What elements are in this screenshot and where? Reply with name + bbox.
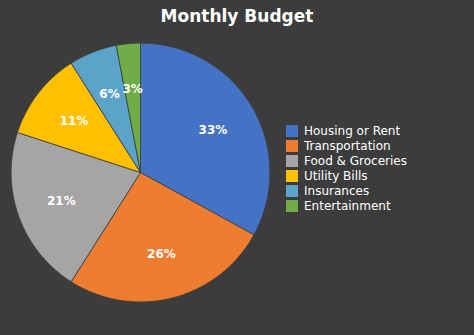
html-text:Insurances: Insurances — [304, 184, 370, 198]
svg-text:21%: 21% — [47, 194, 76, 208]
svg-text:3%: 3% — [122, 82, 142, 96]
html-text:Entertainment: Entertainment — [304, 199, 391, 213]
html-text:Monthly Budget: Monthly Budget — [160, 6, 314, 26]
svg-text:26%: 26% — [147, 247, 176, 261]
html-text:Transportation: Transportation — [304, 139, 391, 153]
html-text:Utility Bills: Utility Bills — [304, 169, 368, 183]
svg-text:11%: 11% — [60, 114, 89, 128]
svg-text:6%: 6% — [99, 87, 119, 101]
svg-text:33%: 33% — [199, 123, 228, 137]
html-text:Food & Groceries: Food & Groceries — [304, 154, 407, 168]
html-text:Housing or Rent: Housing or Rent — [304, 124, 401, 138]
